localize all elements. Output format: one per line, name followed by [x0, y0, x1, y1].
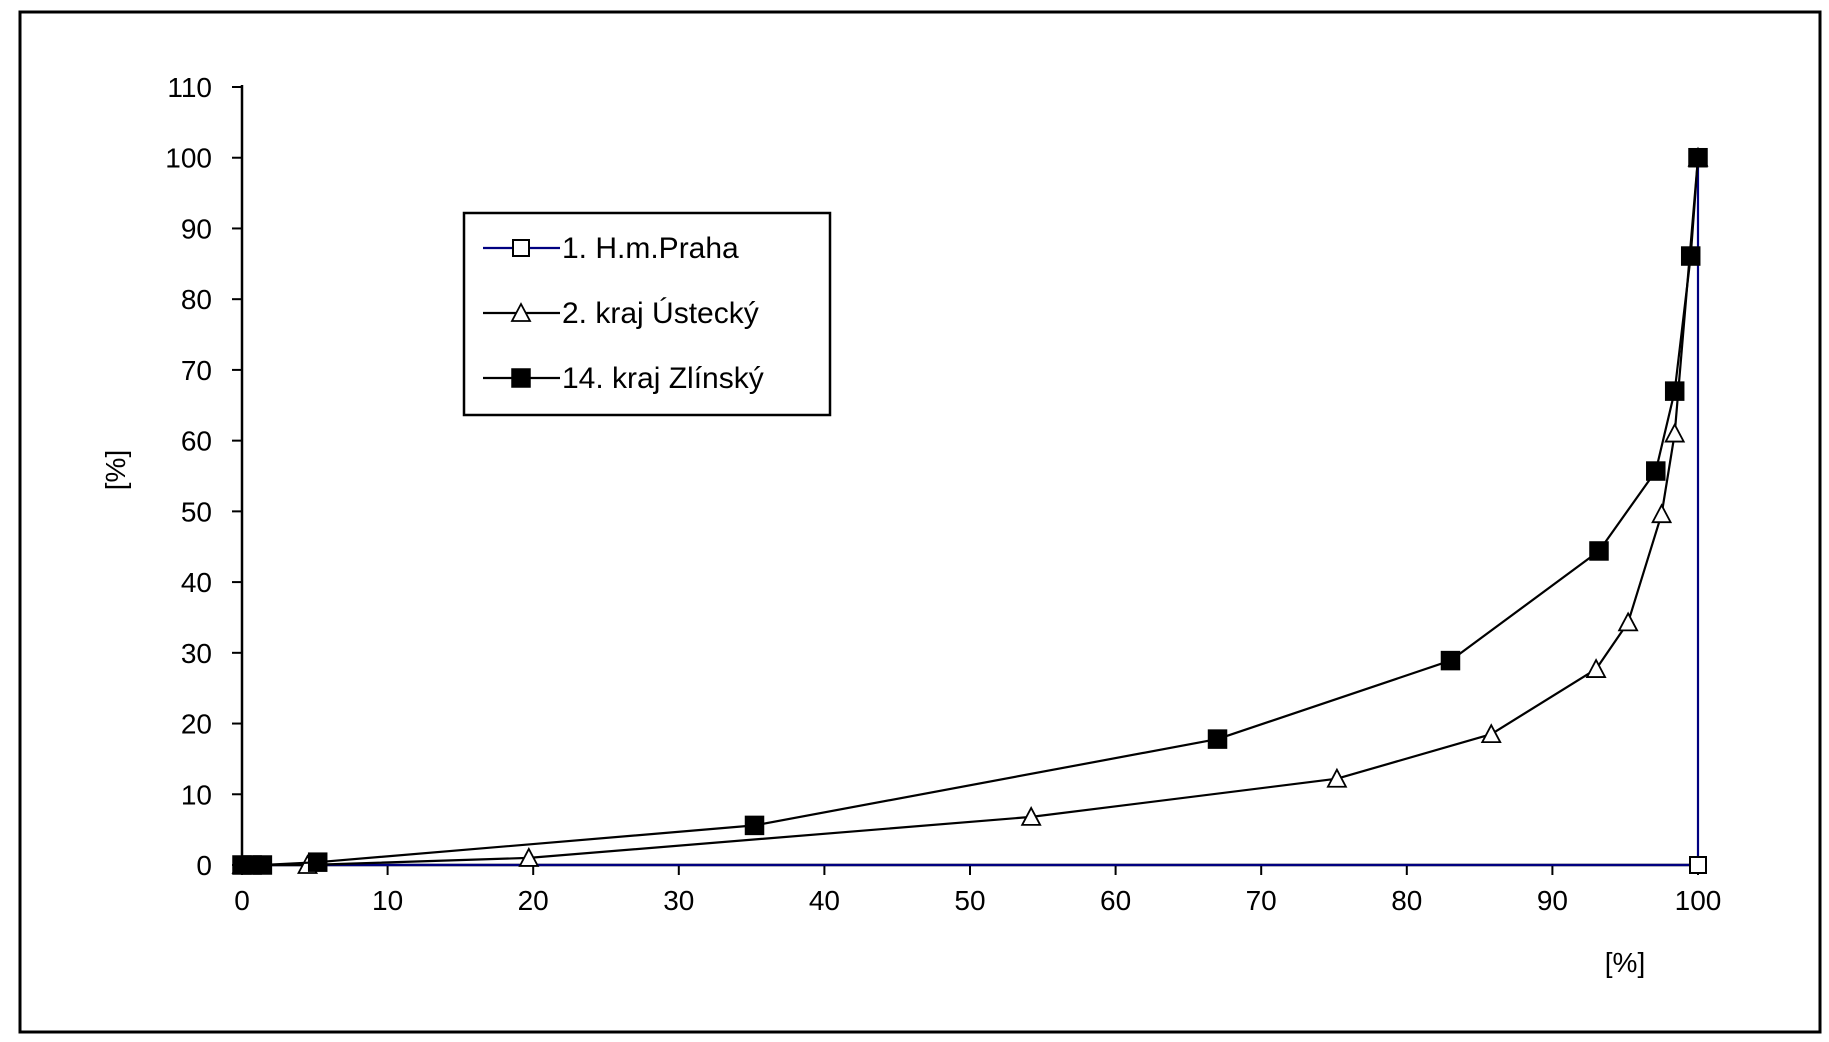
- data-point: [252, 855, 273, 875]
- y-tick-label: 10: [181, 779, 212, 810]
- x-tick-label: 0: [234, 885, 250, 916]
- legend-item: 14. kraj Zlínský: [483, 362, 764, 395]
- x-axis-label: [%]: [1605, 947, 1645, 978]
- x-tick-label: 10: [372, 885, 403, 916]
- data-point: [1480, 723, 1502, 744]
- legend-marker: [511, 368, 531, 388]
- x-tick-label: 20: [518, 885, 549, 916]
- x-tick-label: 90: [1537, 885, 1568, 916]
- y-tick-label: 70: [181, 355, 212, 386]
- legend-item: 2. kraj Ústecký: [483, 297, 759, 330]
- x-tick-label: 60: [1100, 885, 1131, 916]
- data-point: [1020, 805, 1042, 826]
- legend-label: 1. H.m.Praha: [562, 232, 739, 265]
- data-point: [744, 815, 765, 836]
- y-tick-label: 20: [181, 709, 212, 740]
- y-tick-label: 80: [181, 284, 212, 315]
- data-point: [1651, 503, 1673, 524]
- y-axis-label: [%]: [100, 450, 131, 490]
- x-tick-label: 30: [663, 885, 694, 916]
- y-tick-label: 60: [181, 426, 212, 457]
- data-point: [1440, 650, 1461, 671]
- y-tick-label: 50: [181, 496, 212, 527]
- y-tick-label: 100: [165, 143, 212, 174]
- data-point: [1689, 856, 1707, 874]
- y-tick-label: 40: [181, 567, 212, 598]
- outer-frame: [18, 10, 1822, 1034]
- data-point: [518, 847, 540, 867]
- data-point: [1589, 541, 1609, 561]
- legend: 1. H.m.Praha 2. kraj Ústecký 14. kraj Zlín…: [462, 211, 832, 417]
- y-tick-label: 30: [181, 638, 212, 669]
- y-tick-label: 110: [167, 72, 212, 103]
- data-point: [1664, 422, 1686, 443]
- x-tick-label: 100: [1675, 885, 1722, 916]
- y-tick-label: 0: [196, 850, 212, 881]
- y-tick-label: 90: [181, 213, 212, 244]
- data-point: [1207, 729, 1228, 749]
- legend-label: 2. kraj Ústecký: [562, 297, 759, 330]
- data-point: [1646, 461, 1666, 481]
- legend-label: 14. kraj Zlínský: [562, 362, 764, 395]
- data-point: [1688, 147, 1708, 168]
- data-point: [1585, 658, 1607, 678]
- plot-series: [231, 146, 1709, 875]
- data-point: [1617, 611, 1639, 632]
- x-tick-label: 70: [1246, 885, 1277, 916]
- legend-marker: [512, 239, 530, 257]
- legend-marker: [510, 302, 532, 322]
- x-tick-label: 80: [1391, 885, 1422, 916]
- data-point: [307, 852, 328, 872]
- x-tick-label: 40: [809, 885, 840, 916]
- x-tick-label: 50: [954, 885, 985, 916]
- data-point: [1680, 246, 1701, 266]
- series-3: [232, 147, 1708, 875]
- data-point: [1326, 767, 1348, 788]
- data-point: [1664, 381, 1685, 401]
- legend-item: 1. H.m.Praha: [483, 232, 739, 265]
